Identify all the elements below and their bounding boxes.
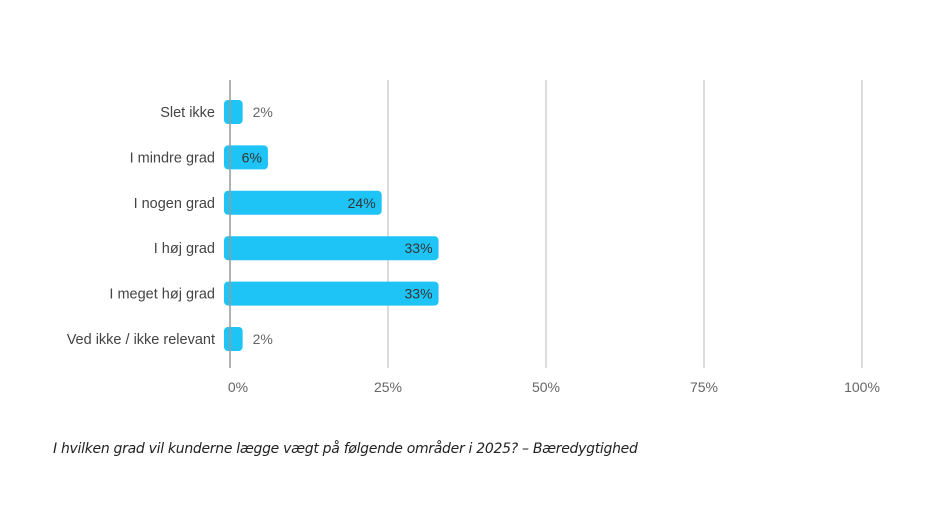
category-label: I meget høj grad	[109, 287, 215, 303]
data-label: 33%	[405, 286, 433, 302]
bar	[224, 100, 243, 124]
chart-caption: I hvilken grad vil kunderne lægge vægt p…	[53, 441, 638, 457]
x-tick-label: 50%	[532, 379, 560, 395]
category-label: Slet ikke	[160, 105, 215, 121]
bar	[224, 281, 439, 306]
data-label: 33%	[405, 240, 433, 256]
bar	[224, 190, 382, 215]
bar	[224, 145, 268, 170]
data-label: 2%	[253, 104, 273, 120]
data-label: 6%	[242, 149, 262, 165]
category-label: Ved ikke / ikke relevant	[67, 332, 215, 348]
data-label: 2%	[253, 331, 273, 347]
x-tick-label: 75%	[690, 379, 718, 395]
category-label: I nogen grad	[134, 196, 215, 212]
bar	[224, 236, 439, 261]
category-label: I høj grad	[154, 241, 215, 257]
data-label: 24%	[348, 195, 376, 211]
x-tick-label: 0%	[228, 379, 248, 395]
x-tick-label: 25%	[374, 379, 402, 395]
x-tick-label: 100%	[844, 379, 880, 395]
bar	[224, 327, 243, 351]
category-label: I mindre grad	[130, 150, 215, 166]
